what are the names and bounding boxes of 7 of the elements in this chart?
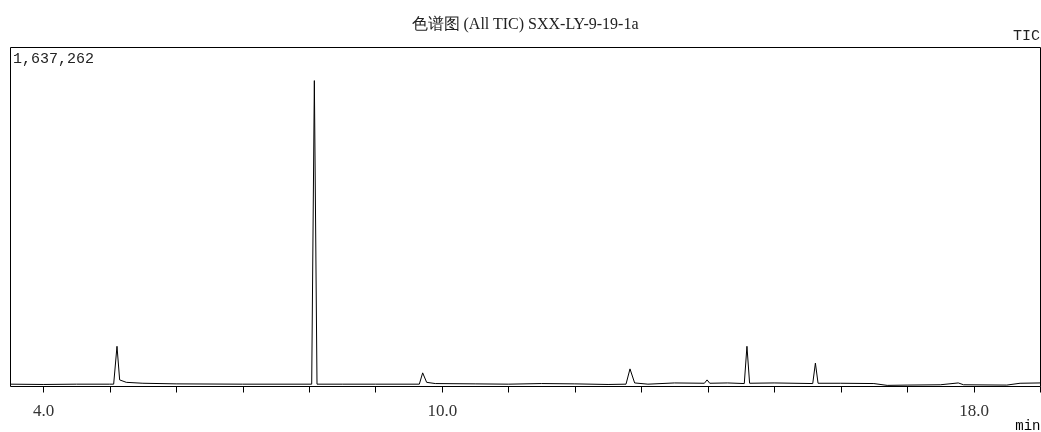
x-tick-label: 4.0 bbox=[33, 400, 55, 420]
x-tick-label: 18.0 bbox=[959, 400, 989, 420]
chart-title: 色谱图 (All TIC) SXX-LY-9-19-1a bbox=[411, 15, 639, 33]
text: 1,637,262 bbox=[13, 51, 95, 68]
x-tick-label: 10.0 bbox=[427, 400, 458, 420]
x-axis-title: min bbox=[1015, 417, 1041, 432]
text: TIC bbox=[1012, 28, 1040, 45]
